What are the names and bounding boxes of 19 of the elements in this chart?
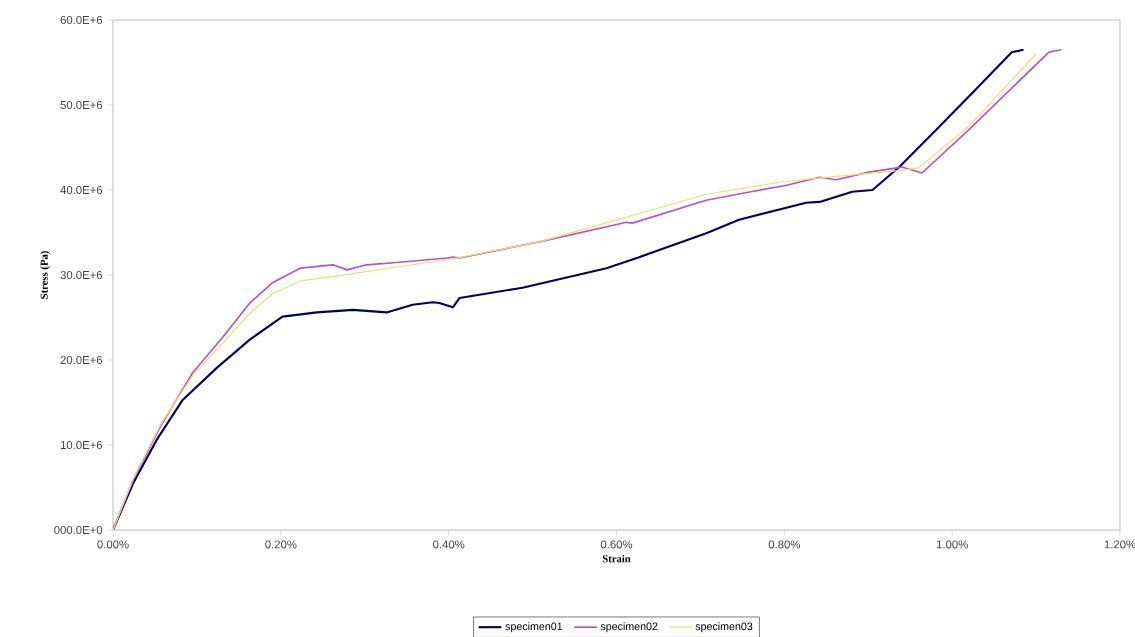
y-tick-label: 10.0E+6	[60, 441, 103, 450]
x-tick-label: 0.60%	[600, 540, 633, 549]
x-tick-label: 1.20%	[1104, 540, 1135, 549]
legend-label: specimen01	[505, 622, 563, 633]
y-tick-label: 20.0E+6	[60, 356, 103, 365]
y-tick-label: 30.0E+6	[60, 271, 103, 280]
x-tick-label: 0.20%	[265, 540, 297, 549]
legend-label: specimen03	[695, 622, 753, 633]
y-tick-label: 60.0E+6	[60, 16, 103, 25]
x-tick-label: 0.80%	[768, 540, 801, 549]
legend-label: specimen02	[600, 622, 658, 633]
y-tick-label: 50.0E+6	[60, 101, 103, 110]
y-tick-label: 40.0E+6	[60, 186, 103, 195]
x-tick-label: 1.00%	[936, 540, 968, 549]
x-tick-label: 0.40%	[433, 540, 465, 549]
x-tick-label: 0.00%	[97, 540, 129, 549]
x-axis-title: Strain	[602, 554, 631, 563]
y-axis-title: Stress (Pa)	[40, 251, 50, 299]
y-tick-label: 000.0E+0	[54, 526, 103, 535]
